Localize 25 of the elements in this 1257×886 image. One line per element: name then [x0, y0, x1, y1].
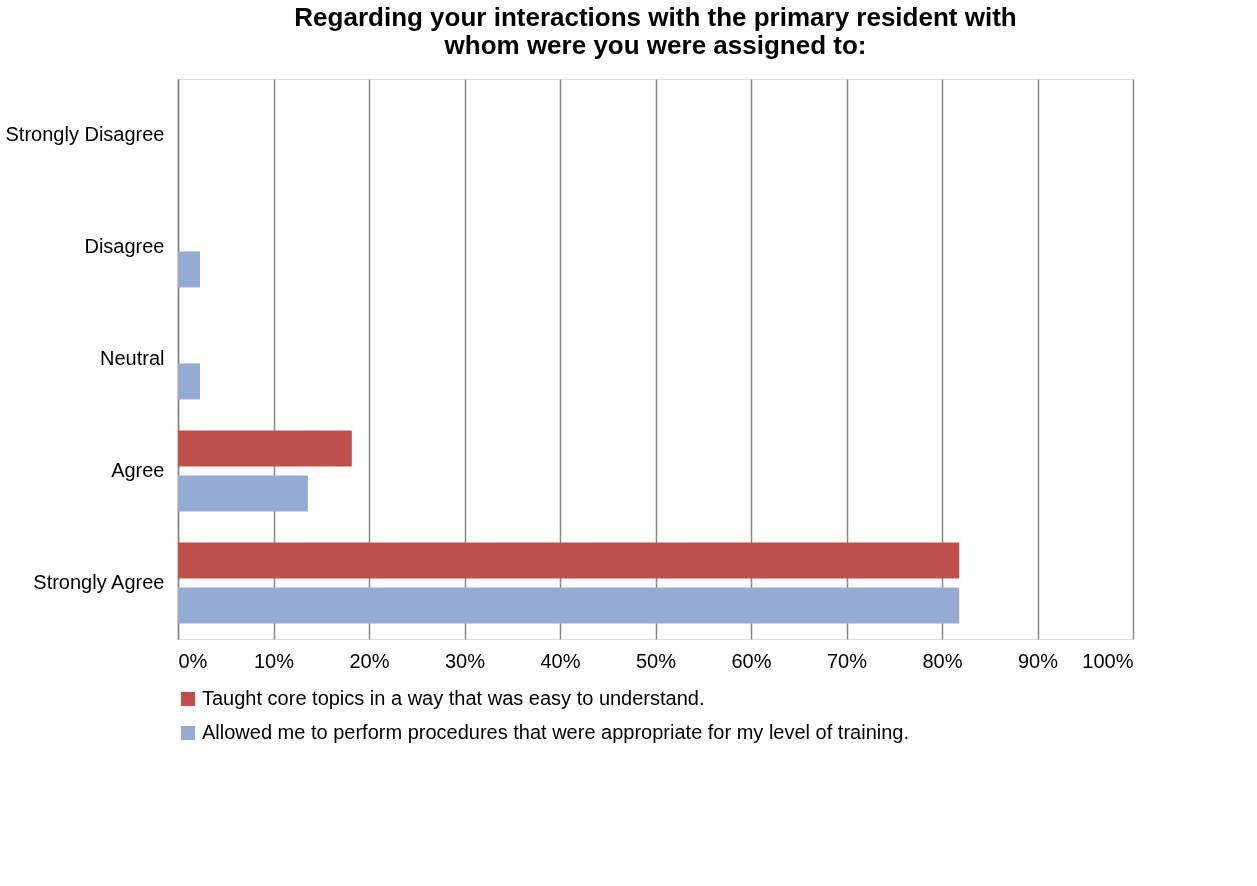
x-tick-label: 20%	[349, 649, 390, 672]
y-tick-label: Agree	[111, 459, 165, 481]
x-tick-label: 60%	[731, 649, 772, 672]
x-tick-label: 50%	[635, 649, 677, 672]
y-tick-label: Strongly Agree	[33, 571, 165, 593]
x-tick-label: 90%	[1017, 649, 1059, 672]
legend-label: Allowed me to perform procedures that were appropriate for my level of training.	[202, 721, 910, 743]
x-tick-label: 30%	[444, 649, 486, 672]
x-tick-label: 0%	[178, 649, 208, 672]
x-tick-label: 10%	[253, 649, 295, 672]
chart-title: Regarding your interactions with the primary resident with whom were you were assigned to:	[294, 2, 1017, 60]
bar	[178, 542, 960, 579]
x-tick-label: 100%	[1082, 649, 1134, 672]
y-tick-label: Strongly Disagree	[5, 123, 165, 145]
y-tick-label: Neutral	[100, 347, 165, 369]
bar	[178, 475, 308, 512]
y-tick-label: Disagree	[84, 235, 165, 257]
x-tick-label: 80%	[922, 649, 963, 672]
bar	[178, 430, 352, 467]
x-tick-label: 40%	[540, 649, 581, 672]
bar	[178, 587, 960, 624]
x-tick-label: 70%	[826, 649, 868, 672]
legend-label: Taught core topics in a way that was easy to understand.	[202, 687, 705, 709]
bar	[178, 363, 200, 400]
bar	[178, 251, 200, 288]
